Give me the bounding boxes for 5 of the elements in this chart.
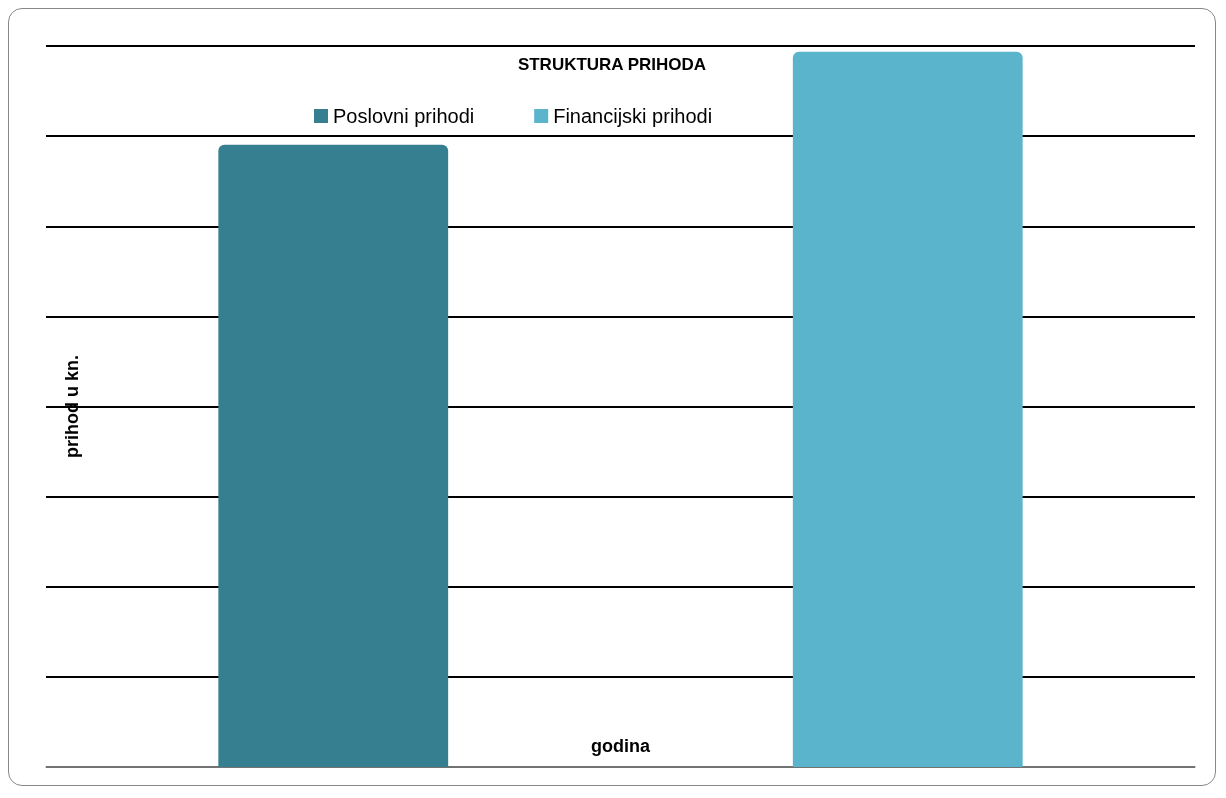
legend-label: Financijski prihodi: [553, 105, 713, 127]
y-axis-title: prihod u kn.: [62, 355, 82, 458]
chart-title: STRUKTURA PRIHODA: [517, 55, 707, 74]
x-axis-title: godina: [591, 736, 651, 756]
legend-label: Poslovni prihodi: [333, 105, 475, 127]
